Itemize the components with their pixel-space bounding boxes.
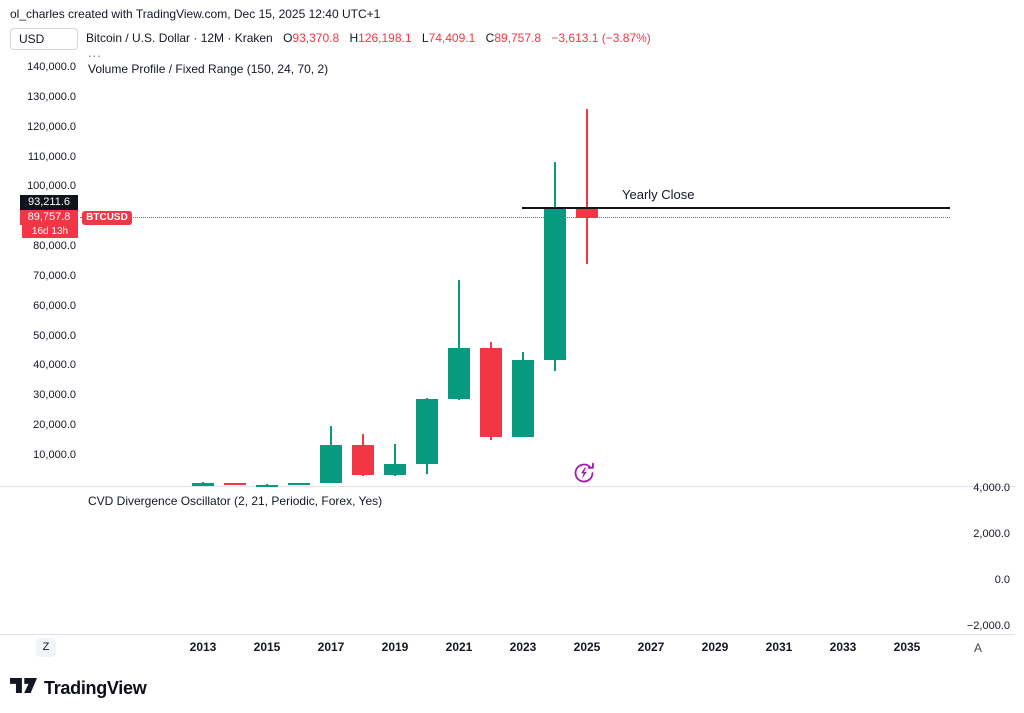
currency-selector[interactable]: USD: [10, 28, 78, 50]
tradingview-footer-link[interactable]: TradingView: [10, 675, 147, 701]
timezone-button[interactable]: Z: [36, 638, 56, 657]
price-tick-label: 130,000.0: [27, 90, 76, 103]
candle-body: [448, 347, 470, 400]
price-tick-label: 10,000.0: [33, 449, 76, 461]
ohlc-high-value: 126,198.1: [358, 31, 412, 45]
pane-separator[interactable]: [0, 486, 1015, 487]
change-value: −3,613.1 (−3.87%): [551, 31, 651, 45]
price-tick-label: 30,000.0: [33, 389, 76, 402]
candle-wick: [586, 109, 588, 264]
tradingview-wordmark: TradingView: [44, 677, 147, 698]
candle-body: [256, 484, 278, 487]
time-tick-label: 2029: [701, 640, 729, 654]
oscillator-tick-label: 2,000.0: [973, 528, 1010, 540]
time-tick-label: 2021: [445, 640, 473, 654]
candle-body: [576, 207, 598, 218]
price-tick-label: 140,000.0: [27, 61, 76, 73]
refresh-bolt-icon[interactable]: [572, 461, 596, 485]
yearly-close-price-tag: 93,211.6: [20, 195, 78, 210]
last-price-line: [80, 216, 950, 218]
candle-body: [480, 347, 502, 437]
time-tick-label: 2017: [317, 640, 345, 654]
candle-wick: [458, 279, 460, 400]
candle-wick: [394, 444, 396, 476]
legend-overflow-menu[interactable]: ...: [88, 45, 102, 60]
symbol-legend: Bitcoin / U.S. Dollar · 12M · Kraken O93…: [86, 31, 651, 45]
candle-body: [512, 359, 534, 437]
candle-body: [544, 207, 566, 360]
price-tick-label: 60,000.0: [33, 299, 76, 312]
symbol-price-pill: BTCUSD: [82, 211, 132, 225]
indicator-volume-profile-label[interactable]: Volume Profile / Fixed Range (150, 24, 7…: [88, 62, 329, 76]
time-tick-label: 2015: [253, 640, 281, 654]
time-tick-label: 2013: [189, 640, 217, 654]
price-tick-label: 40,000.0: [33, 359, 76, 372]
oscillator-tick-label: 4,000.0: [973, 482, 1010, 494]
time-tick-label: 2025: [573, 640, 601, 654]
price-tick-label: 20,000.0: [33, 419, 76, 432]
oscillator-scale[interactable]: 4,000.0 2,000.0 0.0 −2,000.0: [946, 0, 1024, 713]
time-tick-label: 2031: [765, 640, 793, 654]
candle-body: [352, 444, 374, 475]
last-price-tag: 89,757.8: [20, 210, 78, 225]
price-tick-label: 80,000.0: [33, 240, 76, 253]
ohlc-close-value: 89,757.8: [494, 31, 542, 45]
oscillator-tick-label: 0.0: [994, 574, 1010, 586]
bar-countdown-tag: 16d 13h: [22, 225, 78, 238]
time-tick-label: 2035: [893, 640, 921, 654]
time-scale[interactable]: 2013 2015 2017 2019 2021 2023 2025 2027 2029 2031…: [0, 640, 1024, 658]
yearly-close-line[interactable]: [522, 206, 950, 209]
time-tick-label: 2019: [381, 640, 409, 654]
candle-body: [320, 444, 342, 483]
indicator-cvd-label[interactable]: CVD Divergence Oscillator (2, 21, Period…: [88, 494, 383, 508]
currency-label: USD: [19, 32, 45, 46]
auto-scale-button[interactable]: A: [974, 641, 983, 655]
oscillator-tick-label: −2,000.0: [966, 620, 1010, 632]
candle-body: [416, 399, 438, 465]
price-tick-label: 70,000.0: [33, 269, 76, 282]
oscillator-pane[interactable]: [80, 487, 950, 634]
time-tick-label: 2023: [509, 640, 537, 654]
price-tick-label: 110,000.0: [27, 150, 76, 163]
yearly-close-label[interactable]: Yearly Close: [622, 186, 695, 202]
tradingview-logo-icon: [10, 675, 37, 701]
time-tick-label: 2033: [829, 640, 857, 654]
candle-body: [384, 464, 406, 475]
price-tick-label: 50,000.0: [33, 329, 76, 342]
ohlc-high-key: H: [349, 31, 359, 45]
time-axis-separator: [0, 634, 1015, 635]
price-tick-label: 120,000.0: [27, 120, 76, 133]
ohlc-low-value: 74,409.1: [428, 31, 476, 45]
symbol-title[interactable]: Bitcoin / U.S. Dollar · 12M · Kraken: [86, 31, 273, 45]
price-tick-label: 100,000.0: [27, 180, 76, 193]
price-scale[interactable]: 140,000.0 130,000.0 120,000.0 110,000.0 100,…: [0, 0, 78, 486]
ohlc-open-key: O: [283, 31, 293, 45]
ohlc-low-key: L: [421, 31, 429, 45]
time-tick-label: 2027: [637, 640, 665, 654]
candle-body: [224, 483, 246, 486]
candle-body: [192, 483, 214, 486]
ohlc-close-key: C: [485, 31, 495, 45]
chart-attribution: ol_charles created with TradingView.com,…: [10, 7, 381, 21]
candle-body: [288, 482, 310, 485]
ohlc-open-value: 93,370.8: [292, 31, 340, 45]
